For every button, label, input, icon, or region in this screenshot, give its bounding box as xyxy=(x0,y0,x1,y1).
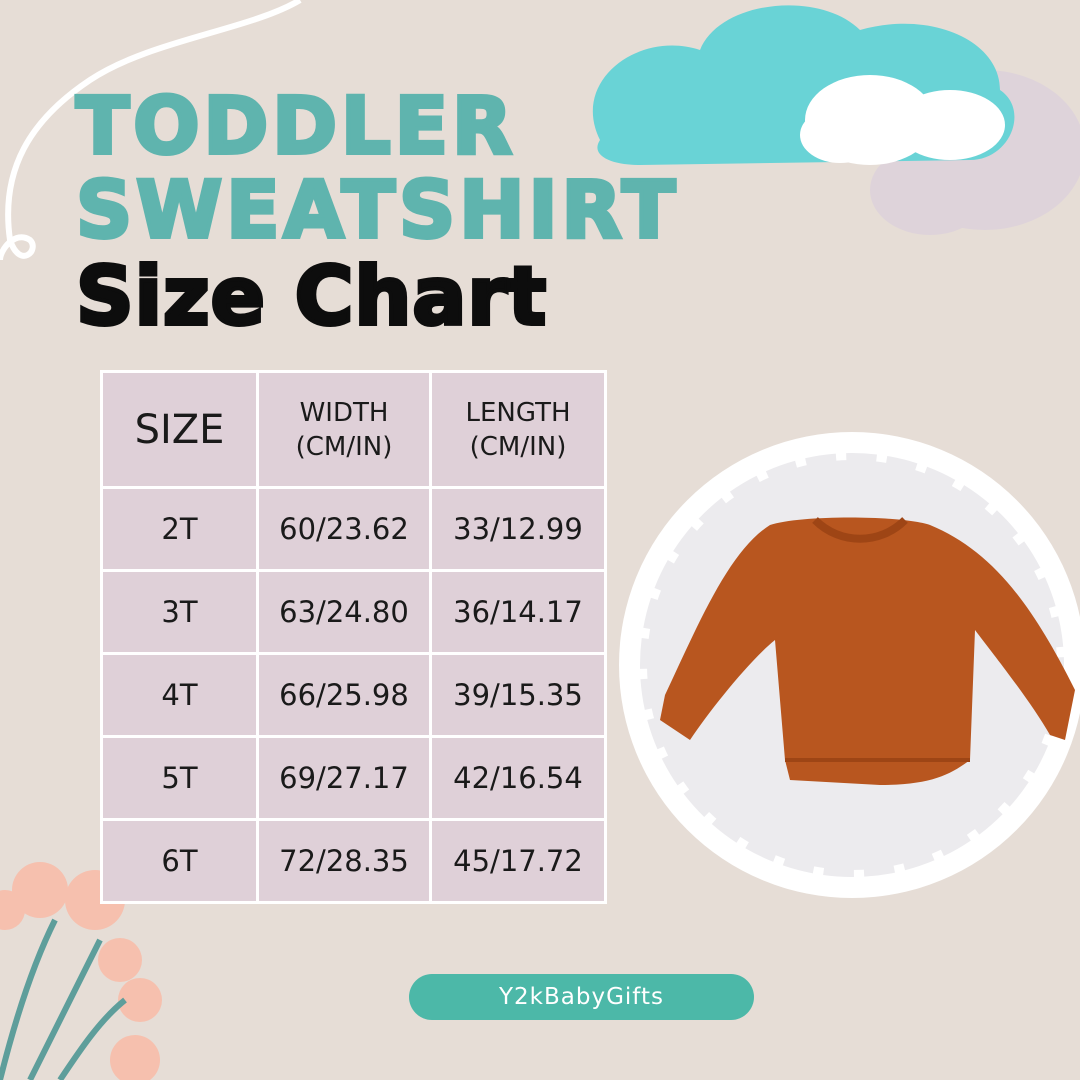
table-row: 5T 69/27.17 42/16.54 xyxy=(100,735,607,821)
header-size: SIZE xyxy=(100,370,259,489)
brand-badge: Y2kBabyGifts xyxy=(409,974,754,1020)
length-cell: 45/17.72 xyxy=(429,818,607,904)
header-width-unit: (CM/IN) xyxy=(295,431,393,462)
header-size-label: SIZE xyxy=(134,406,225,453)
header-length-unit: (CM/IN) xyxy=(469,431,567,462)
table-row: 6T 72/28.35 45/17.72 xyxy=(100,818,607,904)
length-cell: 36/14.17 xyxy=(429,569,607,655)
title-line-2: SWEATSHIRT xyxy=(74,164,680,258)
sweatshirt-image xyxy=(660,517,1075,785)
table-row: 2T 60/23.62 33/12.99 xyxy=(100,486,607,572)
size-cell: 5T xyxy=(100,735,259,821)
header-length: LENGTH (CM/IN) xyxy=(429,370,607,489)
length-cell: 39/15.35 xyxy=(429,652,607,738)
length-cell: 33/12.99 xyxy=(429,486,607,572)
table-row: 3T 63/24.80 36/14.17 xyxy=(100,569,607,655)
width-cell: 72/28.35 xyxy=(256,818,432,904)
size-cell: 6T xyxy=(100,818,259,904)
flower-icon xyxy=(0,862,162,1080)
size-table: SIZE WIDTH (CM/IN) LENGTH (CM/IN) 2T 60/23.… xyxy=(100,370,607,904)
width-cell: 66/25.98 xyxy=(256,652,432,738)
table-row: 4T 66/25.98 39/15.35 xyxy=(100,652,607,738)
swirl-line xyxy=(0,0,302,261)
size-cell: 4T xyxy=(100,652,259,738)
cloud-icon xyxy=(592,5,1080,235)
size-cell: 3T xyxy=(100,569,259,655)
title-line-3: Size Chart xyxy=(74,248,548,345)
header-width-label: WIDTH xyxy=(299,397,389,428)
header-length-label: LENGTH xyxy=(465,397,571,428)
title-line-1: TODDLER xyxy=(74,80,517,174)
width-cell: 63/24.80 xyxy=(256,569,432,655)
size-cell: 2T xyxy=(100,486,259,572)
width-cell: 60/23.62 xyxy=(256,486,432,572)
header-row: SIZE WIDTH (CM/IN) LENGTH (CM/IN) xyxy=(100,370,607,489)
header-width: WIDTH (CM/IN) xyxy=(256,370,432,489)
width-cell: 69/27.17 xyxy=(256,735,432,821)
length-cell: 42/16.54 xyxy=(429,735,607,821)
